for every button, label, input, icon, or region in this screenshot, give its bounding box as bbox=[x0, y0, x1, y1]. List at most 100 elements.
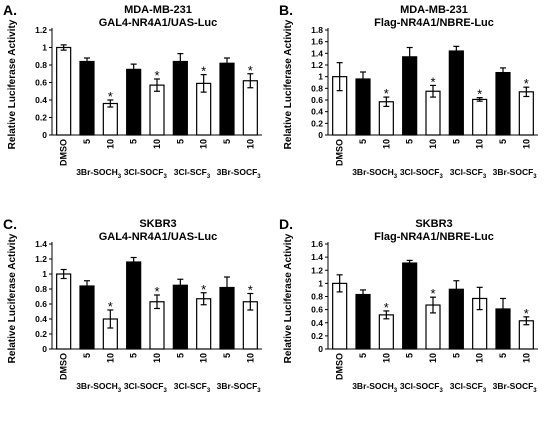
group-label: 3Cl-SOCF3 bbox=[124, 381, 168, 394]
x-tick-label: DMSO bbox=[59, 353, 69, 380]
significance-star: * bbox=[248, 63, 253, 78]
group-label-base: 3Br-SOCH bbox=[76, 381, 118, 391]
x-tick-label: DMSO bbox=[59, 139, 69, 166]
bar bbox=[495, 71, 511, 136]
y-tick-label: 0.6 bbox=[35, 78, 47, 88]
bar bbox=[355, 78, 371, 136]
y-tick-label: 1.4 bbox=[311, 252, 323, 262]
y-tick-label: 1 bbox=[318, 278, 323, 288]
chart-subtitle: GAL4-NR4A1/UAS-Luc bbox=[99, 231, 218, 243]
bar bbox=[355, 293, 371, 350]
y-axis-label: Relative Luciferase Activity bbox=[283, 19, 294, 149]
bar bbox=[472, 98, 488, 136]
chart-title: MDA-MB-231 bbox=[400, 4, 468, 16]
group-label: 3Br-SOCF3 bbox=[493, 381, 538, 394]
y-tick-label: 0.8 bbox=[311, 292, 323, 302]
x-tick-label: 5 bbox=[451, 353, 461, 358]
group-label-base: 3Br-SOCF bbox=[217, 381, 258, 391]
y-tick-label: 1 bbox=[42, 43, 47, 53]
y-tick-label: 1 bbox=[42, 269, 47, 279]
x-tick-label: 5 bbox=[498, 353, 508, 358]
group-label: 3Cl-SOCF3 bbox=[400, 381, 444, 394]
group-label-subscript: 3 bbox=[439, 388, 443, 394]
x-tick-label: 10 bbox=[152, 353, 162, 363]
x-tick-label: 10 bbox=[105, 139, 115, 149]
x-tick-label: 10 bbox=[199, 139, 209, 149]
y-tick-label: 1.6 bbox=[311, 239, 323, 249]
group-label-base: 3Cl-SOCF bbox=[124, 167, 164, 177]
y-tick-label: 1.2 bbox=[311, 265, 323, 275]
y-tick-label: 1 bbox=[318, 72, 323, 82]
y-axis-label: Relative Luciferase Activity bbox=[7, 19, 18, 149]
x-tick-label: DMSO bbox=[335, 139, 345, 166]
x-tick-label: 5 bbox=[498, 139, 508, 144]
y-tick-label: 0.8 bbox=[35, 60, 47, 70]
y-axis-label: Relative Luciferase Activity bbox=[7, 233, 18, 363]
y-tick-label: 1.4 bbox=[311, 48, 323, 58]
x-tick-label: 10 bbox=[475, 353, 485, 363]
significance-star: * bbox=[524, 76, 529, 91]
bar bbox=[402, 56, 418, 136]
x-tick-label: 10 bbox=[199, 353, 209, 363]
x-tick-label: 5 bbox=[358, 139, 368, 144]
bar bbox=[56, 273, 72, 350]
y-tick-label: 0.4 bbox=[311, 318, 323, 328]
bar bbox=[425, 90, 441, 136]
x-tick-label: 5 bbox=[129, 353, 139, 358]
group-label-subscript: 3 bbox=[118, 174, 122, 180]
bar bbox=[56, 46, 72, 136]
y-tick-label: 1.2 bbox=[311, 60, 323, 70]
x-tick-label: 5 bbox=[405, 139, 415, 144]
group-label-subscript: 3 bbox=[483, 388, 487, 394]
group-label-base: 3Br-SOCH bbox=[76, 167, 118, 177]
group-label-subscript: 3 bbox=[118, 388, 122, 394]
y-tick-label: 0.2 bbox=[311, 118, 323, 128]
chart-title: SKBR3 bbox=[139, 218, 176, 230]
group-label-subscript: 3 bbox=[257, 388, 261, 394]
bar bbox=[79, 285, 95, 350]
group-label-base: 3Cl-SCF bbox=[174, 167, 207, 177]
group-label-subscript: 3 bbox=[533, 388, 537, 394]
x-tick-label: 5 bbox=[222, 353, 232, 358]
x-tick-label: 10 bbox=[245, 353, 255, 363]
y-tick-label: 0 bbox=[318, 344, 323, 354]
x-tick-label: 10 bbox=[245, 139, 255, 149]
group-label-base: 3Br-SOCH bbox=[352, 381, 394, 391]
bar bbox=[448, 50, 464, 136]
group-label-subscript: 3 bbox=[163, 174, 167, 180]
group-label-base: 3Br-SOCF bbox=[217, 167, 258, 177]
chart-title: SKBR3 bbox=[415, 218, 452, 230]
x-tick-label: 5 bbox=[175, 139, 185, 144]
x-tick-label: 10 bbox=[381, 353, 391, 363]
group-label: 3Br-SOCH3 bbox=[352, 167, 398, 180]
bar bbox=[402, 262, 418, 350]
panel-label: B. bbox=[279, 2, 293, 18]
bar bbox=[196, 298, 212, 350]
bar bbox=[149, 84, 165, 136]
group-label-base: 3Br-SOCF bbox=[493, 381, 534, 391]
group-label-base: 3Cl-SOCF bbox=[400, 167, 440, 177]
y-tick-label: 0.6 bbox=[35, 299, 47, 309]
panel-label: A. bbox=[3, 2, 17, 18]
y-axis-label: Relative Luciferase Activity bbox=[283, 233, 294, 363]
y-tick-label: 1.8 bbox=[311, 25, 323, 35]
bar bbox=[518, 91, 534, 136]
x-tick-label: 5 bbox=[82, 353, 92, 358]
bar bbox=[172, 284, 188, 350]
chart-subtitle: GAL4-NR4A1/UAS-Luc bbox=[99, 17, 218, 29]
y-tick-label: 0.4 bbox=[35, 95, 47, 105]
bar bbox=[242, 80, 258, 136]
group-label-subscript: 3 bbox=[257, 174, 261, 180]
group-label-subscript: 3 bbox=[439, 174, 443, 180]
significance-star: * bbox=[430, 286, 435, 301]
group-label-subscript: 3 bbox=[207, 388, 211, 394]
group-label-subscript: 3 bbox=[207, 174, 211, 180]
y-tick-label: 0.8 bbox=[35, 284, 47, 294]
y-tick-label: 0.2 bbox=[311, 331, 323, 341]
y-tick-label: 0.6 bbox=[311, 95, 323, 105]
group-label-base: 3Cl-SCF bbox=[450, 381, 483, 391]
y-tick-label: 0 bbox=[42, 130, 47, 140]
group-label-base: 3Cl-SCF bbox=[174, 381, 207, 391]
group-label-subscript: 3 bbox=[533, 174, 537, 180]
